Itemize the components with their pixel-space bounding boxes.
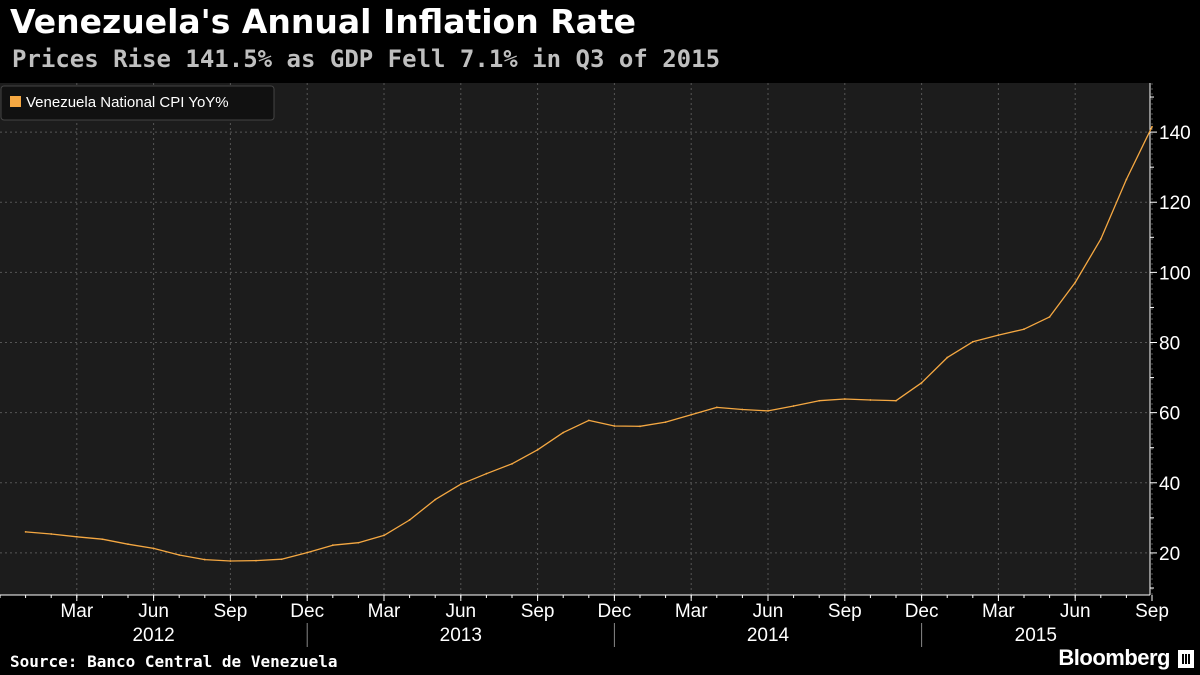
data-point: [255, 559, 257, 562]
data-point: [280, 558, 283, 561]
data-point: [459, 483, 462, 486]
y-tick-label: 140: [1159, 123, 1191, 144]
data-point: [408, 519, 411, 521]
data-point: [357, 541, 360, 544]
data-point: [203, 558, 206, 561]
x-tick-label: Jun: [138, 601, 169, 622]
data-point: [331, 544, 334, 547]
data-point: [715, 406, 718, 409]
data-point: [50, 533, 53, 535]
x-tick-label: Jun: [445, 601, 476, 622]
legend-label: Venezuela National CPI YoY%: [26, 94, 229, 111]
data-point: [152, 547, 155, 550]
data-point: [690, 413, 693, 416]
data-point: [613, 425, 616, 427]
y-tick-label: 60: [1159, 404, 1180, 425]
data-point: [562, 431, 565, 434]
data-point: [511, 462, 513, 465]
x-tick-label: Dec: [290, 601, 324, 622]
axes: 20 40 60 80 100 120 140 Mar Jun Sep Dec Mar Jun Sep De…: [0, 83, 1191, 647]
x-tick-label: Dec: [598, 601, 632, 622]
data-point: [383, 534, 385, 537]
data-point: [101, 538, 104, 541]
data-point: [946, 356, 949, 359]
data-point: [229, 560, 232, 562]
data-point: [1099, 238, 1102, 240]
data-point: [767, 409, 769, 412]
legend-swatch: [10, 96, 21, 107]
data-point: [127, 543, 129, 546]
data-point: [24, 530, 27, 533]
data-point: [920, 381, 923, 384]
data-point: [587, 419, 590, 422]
data-point: [741, 408, 744, 411]
data-point: [178, 554, 181, 556]
source-note: Source: Banco Central de Venezuela: [10, 652, 338, 671]
year-label: 2014: [747, 625, 790, 646]
y-tick-label: 120: [1159, 193, 1191, 214]
data-point: [306, 551, 309, 554]
data-point: [664, 421, 667, 424]
legend-box: [0, 85, 275, 121]
x-tick-label: Dec: [905, 601, 939, 622]
y-tick-label: 20: [1159, 544, 1180, 565]
year-label: 2015: [1015, 625, 1057, 646]
data-point: [536, 448, 539, 451]
year-label: 2012: [132, 625, 174, 646]
x-tick-label: Mar: [60, 601, 93, 622]
x-tick-label: Sep: [828, 601, 862, 622]
chart-header: Venezuela's Annual Inflation Rate Prices…: [0, 0, 1200, 80]
data-point: [1048, 316, 1051, 318]
x-tick-label: Mar: [368, 601, 401, 622]
data-point: [485, 472, 488, 475]
plot-background: [0, 83, 1150, 595]
x-tick-label: Jun: [753, 601, 784, 622]
year-label: 2013: [440, 625, 482, 646]
data-point: [1023, 328, 1025, 331]
data-point: [434, 498, 437, 501]
data-point: [971, 340, 974, 343]
data-point: [639, 425, 641, 428]
data-point: [1151, 125, 1153, 128]
legend[interactable]: Venezuela National CPI YoY%: [0, 85, 275, 121]
y-tick-label: 100: [1159, 263, 1191, 284]
x-tick-label: Mar: [982, 601, 1015, 622]
data-point: [818, 399, 821, 402]
chart-subtitle: Prices Rise 141.5% as GDP Fell 7.1% in Q…: [12, 45, 721, 73]
data-point: [75, 535, 78, 538]
bloomberg-logo: Bloomberg: [1058, 645, 1170, 670]
x-tick-label: Mar: [675, 601, 708, 622]
data-point: [843, 398, 846, 400]
bloomberg-chart-icon: [1178, 650, 1194, 668]
data-point: [869, 399, 872, 401]
y-tick-label: 80: [1159, 334, 1180, 355]
grid-lines: [0, 83, 1153, 595]
data-point: [895, 399, 897, 402]
x-tick-label: Sep: [1135, 601, 1169, 622]
x-tick-label: Sep: [521, 601, 555, 622]
data-point: [1125, 178, 1128, 181]
series-layer: [24, 125, 1153, 562]
chart-title: Venezuela's Annual Inflation Rate: [10, 2, 637, 41]
x-tick-label: Jun: [1060, 601, 1091, 622]
data-point: [792, 405, 795, 407]
y-tick-label: 40: [1159, 474, 1180, 495]
data-point: [1074, 281, 1077, 284]
x-tick-label: Sep: [213, 601, 247, 622]
data-point: [997, 334, 1000, 337]
